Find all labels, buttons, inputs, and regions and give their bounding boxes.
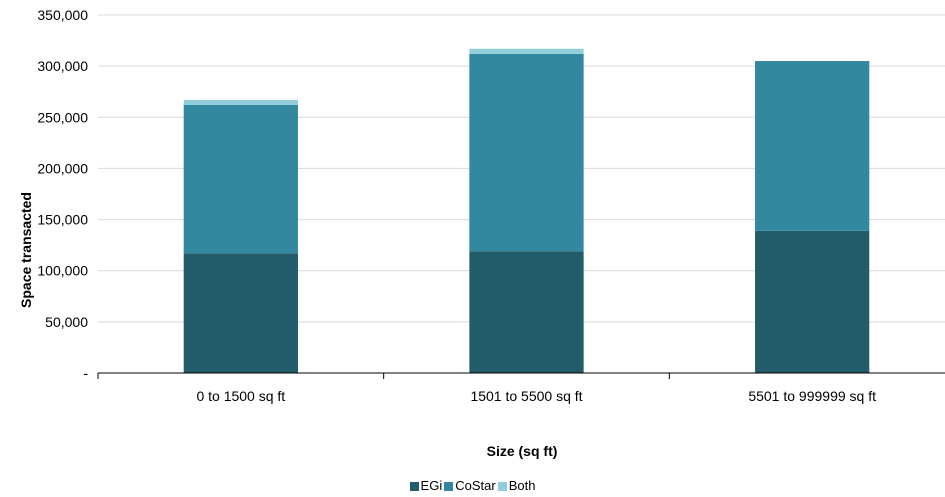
legend-item-costar: CoStar — [444, 478, 496, 493]
x-axis-title: Size (sq ft) — [487, 443, 558, 459]
bar-both-0 — [183, 99, 298, 106]
legend-item-egi: EGi — [409, 478, 443, 493]
legend-label: CoStar — [455, 478, 496, 493]
y-tick-label: 250,000 — [37, 109, 88, 125]
y-axis-title: Space transacted — [18, 192, 34, 308]
bar-egi-2 — [755, 230, 870, 373]
legend-swatch — [497, 482, 507, 491]
x-tick-label: 0 to 1500 sq ft — [196, 388, 285, 404]
y-tick-label: 300,000 — [37, 58, 88, 74]
y-tick-label: 100,000 — [37, 263, 88, 279]
x-tick-label: 1501 to 5500 sq ft — [470, 388, 582, 404]
legend-item-both: Both — [497, 478, 536, 493]
y-tick-label: 150,000 — [37, 212, 88, 228]
x-tick-label: 5501 to 999999 sq ft — [748, 388, 876, 404]
y-tick-label: 50,000 — [45, 314, 88, 330]
y-tick-label: 350,000 — [37, 7, 88, 23]
x-ticks — [97, 373, 670, 379]
y-tick-label: 200,000 — [37, 160, 88, 176]
bars — [183, 48, 870, 373]
legend: EGi CoStar Both — [0, 478, 945, 493]
bar-costar-2 — [755, 61, 870, 231]
x-tick-labels: 0 to 1500 sq ft 1501 to 5500 sq ft 5501 to… — [196, 388, 876, 404]
bar-costar-0 — [183, 105, 298, 254]
bar-both-1 — [469, 48, 584, 54]
y-tick-labels: - 50,000 100,000 150,000 200,000 250,000 300,0… — [37, 7, 88, 381]
bar-costar-1 — [469, 53, 584, 252]
stacked-bar-chart: - 50,000 100,000 150,000 200,000 250,000 300,0… — [18, 7, 945, 459]
y-tick-label: - — [83, 365, 88, 381]
legend-label: EGi — [420, 478, 443, 493]
bar-egi-0 — [183, 253, 298, 373]
legend-swatch — [409, 482, 419, 491]
bar-egi-1 — [469, 251, 584, 373]
legend-label: Both — [508, 478, 536, 493]
legend-swatch — [444, 482, 454, 491]
